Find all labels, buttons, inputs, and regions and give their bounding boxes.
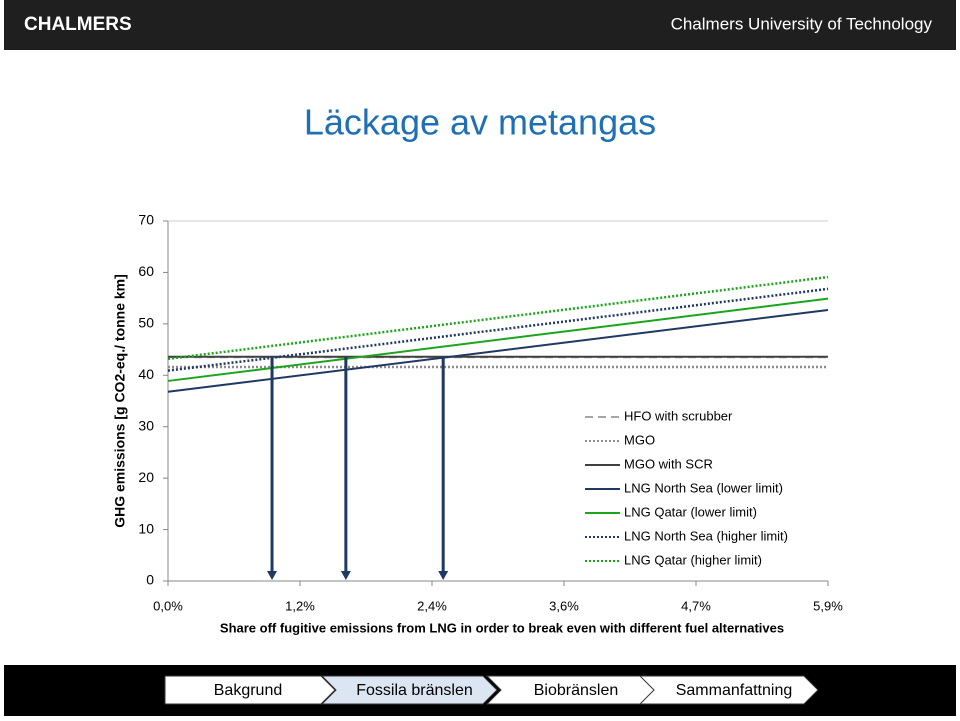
series-line [167,297,829,382]
arrow-head [340,571,351,580]
institution: Chalmers University of Technology [671,14,933,33]
y-tick-label: 60 [138,263,154,279]
legend-label: MGO [624,432,655,447]
legend-label: MGO with SCR [624,456,713,471]
x-tick-label: 4,7% [681,598,711,613]
nav-label[interactable]: Fossila bränslen [356,682,473,699]
nav-label[interactable]: Bakgrund [214,682,283,699]
x-tick-label: 2,4% [417,598,447,613]
x-tick-label: 3,6% [549,598,579,613]
y-tick-label: 50 [138,315,154,331]
x-tick-label: 1,2% [285,598,315,613]
legend-label: LNG Qatar (lower limit) [624,504,757,519]
series-line [167,308,829,393]
legend-label: LNG Qatar (higher limit) [624,552,762,567]
nav-label[interactable]: Biobränslen [534,682,619,699]
nav-tab[interactable] [638,675,819,705]
nav-label[interactable]: Sammanfattning [676,682,793,699]
y-tick-label: 0 [146,572,154,588]
series-line [167,275,829,361]
header-bar [4,0,956,50]
logo: CHALMERS [24,14,132,35]
x-tick-label: 0,0% [153,598,183,613]
x-axis-title: Share off fugitive emissions from LNG in… [220,620,784,635]
y-tick-label: 40 [138,366,154,382]
nav-tab[interactable] [320,675,498,705]
arrow-head [267,571,278,580]
y-tick-label: 10 [138,520,154,536]
x-tick-label: 5,9% [813,598,843,613]
y-tick-label: 20 [138,469,154,485]
series-line [167,287,829,372]
nav-tab[interactable] [164,675,336,705]
y-tick-label: 70 [138,212,154,228]
arrow-head [438,571,449,580]
y-tick-label: 30 [138,417,154,433]
slide-title: Läckage av metangas [304,102,656,143]
legend-label: LNG North Sea (lower limit) [624,480,783,495]
y-axis-title: GHG emissions [g CO2-eq./ tonne km] [112,274,128,528]
legend-label: HFO with scrubber [624,408,733,423]
legend-label: LNG North Sea (higher limit) [624,528,788,543]
